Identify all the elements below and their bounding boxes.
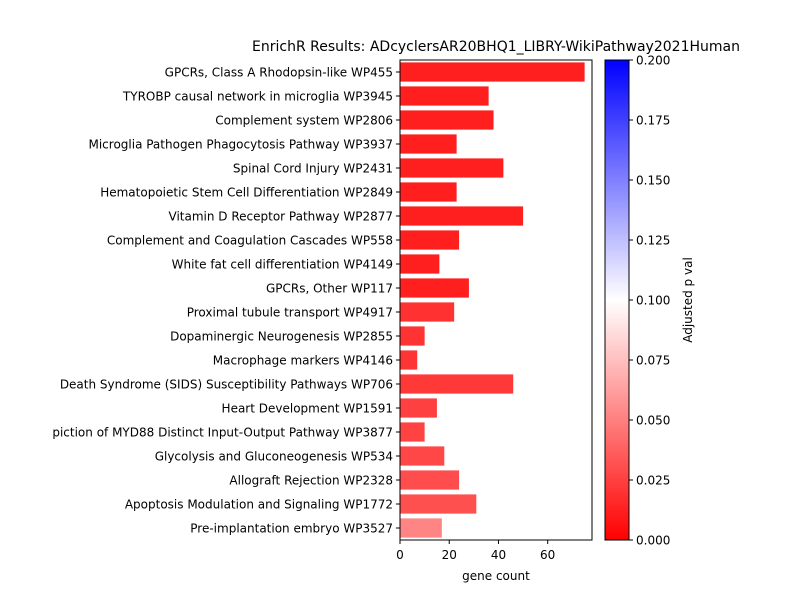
bar xyxy=(400,302,455,322)
bar xyxy=(400,62,585,82)
bar xyxy=(400,350,418,370)
y-tick-label: Macrophage markers WP4146 xyxy=(213,354,393,368)
bar xyxy=(400,422,425,442)
x-tick-label: 20 xyxy=(442,548,457,562)
y-tick-label: piction of MYD88 Distinct Input-Output P… xyxy=(52,426,393,440)
x-axis-ticks: 0 20 40 60 xyxy=(396,540,555,562)
y-tick-label: Complement and Coagulation Cascades WP55… xyxy=(107,234,393,248)
y-tick-label: Complement system WP2806 xyxy=(215,114,393,128)
y-tick-label: Dopaminergic Neurogenesis WP2855 xyxy=(170,330,393,344)
colorbar-tick-label: 0.000 xyxy=(636,534,670,548)
bar xyxy=(400,158,504,178)
bar xyxy=(400,182,457,202)
y-tick-labels: GPCRs, Class A Rhodopsin-like WP455 TYROB… xyxy=(52,66,400,536)
x-tick-label: 60 xyxy=(540,548,555,562)
y-tick-label: GPCRs, Other WP117 xyxy=(266,282,393,296)
bar xyxy=(400,86,489,106)
x-tick-label: 40 xyxy=(491,548,506,562)
colorbar-tick-label: 0.200 xyxy=(636,54,670,68)
y-tick-label: Death Syndrome (SIDS) Susceptibility Pat… xyxy=(60,378,393,392)
bar xyxy=(400,398,437,418)
colorbar-label: Adjusted p val xyxy=(681,257,695,343)
bars-group xyxy=(400,62,585,538)
bar xyxy=(400,326,425,346)
bar xyxy=(400,134,457,154)
bar xyxy=(400,254,440,274)
colorbar-tick-label: 0.025 xyxy=(636,474,670,488)
bar xyxy=(400,230,460,250)
colorbar-tick-label: 0.150 xyxy=(636,174,670,188)
x-tick-label: 0 xyxy=(396,548,404,562)
colorbar-tick-label: 0.175 xyxy=(636,114,670,128)
y-tick-label: Vitamin D Receptor Pathway WP2877 xyxy=(169,210,394,224)
x-axis-label: gene count xyxy=(462,569,530,583)
y-tick-label: Microglia Pathogen Phagocytosis Pathway … xyxy=(88,138,393,152)
y-tick-label: Proximal tubule transport WP4917 xyxy=(187,306,393,320)
y-tick-label: Heart Development WP1591 xyxy=(222,402,393,416)
y-tick-label: Pre-implantation embryo WP3527 xyxy=(190,522,393,536)
colorbar-tick-label: 0.050 xyxy=(636,414,670,428)
y-tick-label: Spinal Cord Injury WP2431 xyxy=(233,162,393,176)
y-tick-label: Apoptosis Modulation and Signaling WP177… xyxy=(125,498,393,512)
bar xyxy=(400,446,445,466)
colorbar-tick-label: 0.075 xyxy=(636,354,670,368)
bar xyxy=(400,470,460,490)
plot-frame xyxy=(399,59,593,541)
colorbar-tick-label: 0.125 xyxy=(636,234,670,248)
bar xyxy=(400,278,469,298)
y-tick-label: White fat cell differentiation WP4149 xyxy=(172,258,393,272)
bar xyxy=(400,110,494,130)
y-tick-label: Allograft Rejection WP2328 xyxy=(229,474,393,488)
bar xyxy=(400,518,442,538)
chart-title: EnrichR Results: ADcyclersAR20BHQ1_LIBRY… xyxy=(252,39,740,55)
y-tick-label: TYROBP causal network in microglia WP394… xyxy=(122,90,393,104)
bar xyxy=(400,374,514,394)
colorbar-tick-label: 0.100 xyxy=(636,294,670,308)
colorbar xyxy=(604,59,630,541)
colorbar-ticks: 0.000 0.025 0.050 0.075 0.100 0.125 0.150 0.175… xyxy=(629,54,670,548)
y-tick-label: GPCRs, Class A Rhodopsin-like WP455 xyxy=(165,66,393,80)
bar xyxy=(400,206,524,226)
bar xyxy=(400,494,477,514)
y-tick-label: Glycolysis and Gluconeogenesis WP534 xyxy=(155,450,393,464)
y-tick-label: Hematopoietic Stem Cell Differentiation … xyxy=(100,186,393,200)
